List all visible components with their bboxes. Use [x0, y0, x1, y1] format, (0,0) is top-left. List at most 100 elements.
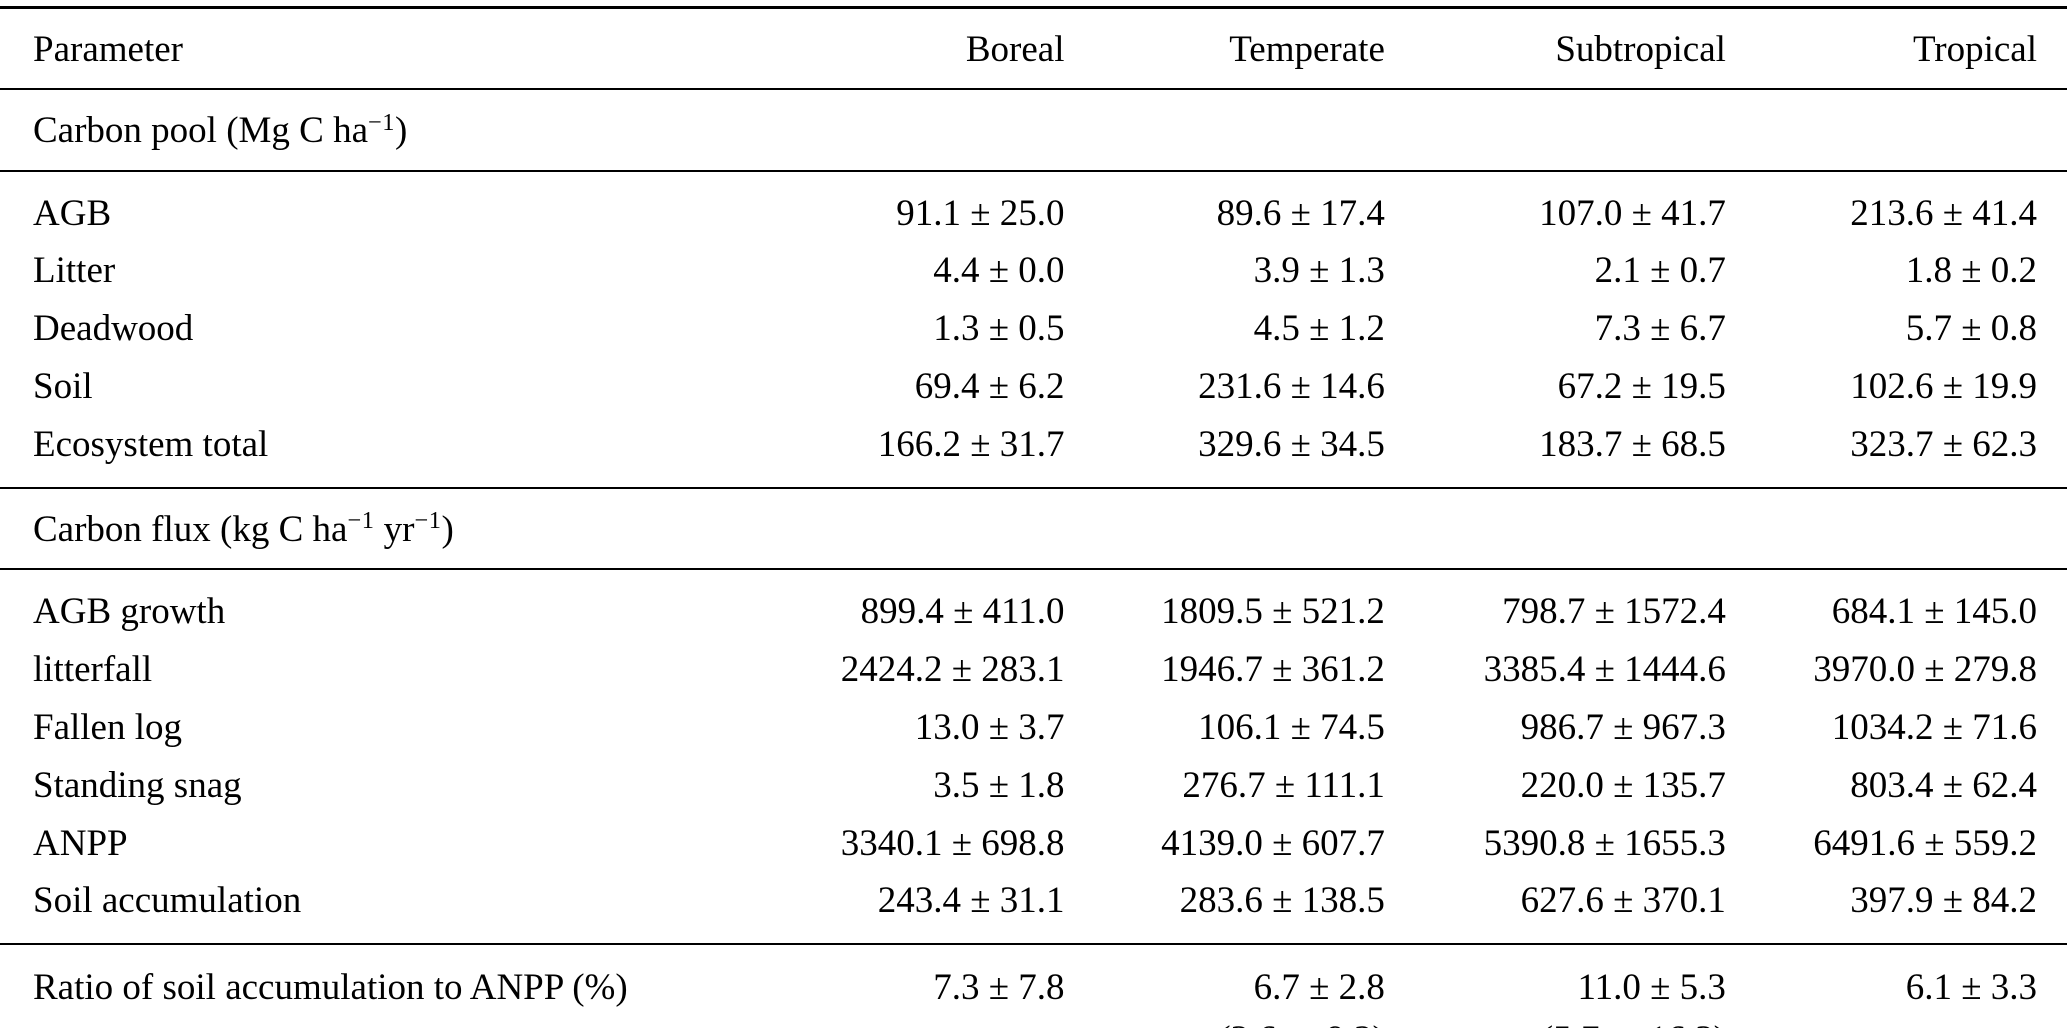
- value-text: 5390.8 ± 1655.3: [1483, 822, 1726, 864]
- section-title: Carbon pool (Mg C ha−1): [0, 87, 2067, 172]
- value-cell: 106.1 ± 74.5: [1065, 699, 1385, 757]
- section-title-text: Carbon flux (kg C ha: [33, 508, 348, 550]
- value-text: 102.6 ± 19.9: [1850, 365, 2037, 407]
- value-text: 986.7 ± 967.3: [1520, 706, 1726, 748]
- value-text: 323.7 ± 62.3: [1850, 423, 2037, 465]
- value-cell: 684.1 ± 145.0: [1726, 569, 2067, 641]
- value-text: 1034.2 ± 71.6: [1831, 706, 2037, 748]
- value-cell: 213.6 ± 41.4: [1726, 171, 2067, 243]
- value-text: 4.5 ± 1.2: [1253, 308, 1385, 350]
- value-cell: 166.2 ± 31.7: [744, 416, 1065, 488]
- table-row: Litter 4.4 ± 0.0 3.9 ± 1.3 2.1 ± 0.7 1.8 ± 0…: [0, 242, 2067, 300]
- value-text: 89.6 ± 17.4: [1216, 192, 1385, 234]
- value-cell: 13.0 ± 3.7: [744, 699, 1065, 757]
- value-text: 183.7 ± 68.5: [1539, 423, 1726, 465]
- value-text: 91.1 ± 25.0: [896, 192, 1065, 234]
- value-text: 397.9 ± 84.2: [1850, 880, 2037, 922]
- value-text: 231.6 ± 14.6: [1198, 365, 1385, 407]
- table-row: litterfall 2424.2 ± 283.1 1946.7 ± 361.2 33…: [0, 641, 2067, 699]
- value-cell: 5.7 ± 0.8: [1726, 300, 2067, 358]
- table-row: AGB 91.1 ± 25.0 89.6 ± 17.4 107.0 ± 41.7 213…: [0, 171, 2067, 243]
- section-title-text: Carbon pool (Mg C ha: [33, 109, 369, 151]
- value-text: 283.6 ± 138.5: [1179, 880, 1385, 922]
- parameter-cell: AGB: [33, 192, 112, 234]
- value-cell: 231.6 ± 14.6: [1065, 358, 1385, 416]
- value-cell: 69.4 ± 6.2: [744, 358, 1065, 416]
- value-text: 13.0 ± 3.7: [914, 706, 1065, 748]
- table-row: Soil accumulation 243.4 ± 31.1 283.6 ± 138…: [0, 872, 2067, 944]
- value-text: 2.1 ± 0.7: [1594, 250, 1726, 292]
- value-cell: 3340.1 ± 698.8: [744, 815, 1065, 873]
- value-cell: 91.1 ± 25.0: [744, 171, 1064, 243]
- value-text: 899.4 ± 411.0: [860, 591, 1065, 633]
- value-text: 166.2 ± 31.7: [877, 423, 1065, 465]
- value-text: 7.3 ± 6.7: [1594, 308, 1726, 350]
- superscript-text: −1: [414, 507, 442, 535]
- value-cell: 5390.8 ± 1655.3: [1385, 815, 1726, 873]
- value-cell: 397.9 ± 84.2: [1726, 872, 2067, 944]
- parameter-cell: Fallen log: [33, 706, 183, 748]
- value-cell: 803.4 ± 62.4: [1726, 757, 2067, 815]
- value-text: 1946.7 ± 361.2: [1161, 649, 1385, 691]
- value-text: 11.0 ± 5.3: [1577, 967, 1726, 1009]
- value-text: 4139.0 ± 607.7: [1161, 822, 1385, 864]
- value-text: 69.4 ± 6.2: [914, 365, 1065, 407]
- value-cell: 220.0 ± 135.7: [1385, 757, 1726, 815]
- table-body: Carbon pool (Mg C ha−1) AGB 91.1 ± 25.0 89.…: [0, 87, 2067, 1028]
- table-row: AGB growth 899.4 ± 411.0 1809.5 ± 521.2 798…: [0, 569, 2067, 641]
- superscript-text: −1: [368, 108, 395, 136]
- value-text: 684.1 ± 145.0: [1831, 591, 2037, 633]
- value-text: (5.7 ∼ 16.3): [1385, 1014, 1726, 1028]
- parameter-cell: ANPP: [33, 822, 128, 864]
- value-cell: 6491.6 ± 559.2: [1726, 815, 2067, 873]
- value-text: 276.7 ± 111.1: [1182, 764, 1385, 806]
- table-row: Ratio of soil accumulation to ANPP (%) 7.…: [0, 943, 2067, 1028]
- value-cell: 89.6 ± 17.4: [1065, 171, 1385, 243]
- value-cell: 323.7 ± 62.3: [1726, 416, 2067, 488]
- value-cell: 3.5 ± 1.8: [744, 757, 1064, 815]
- table-row: Deadwood 1.3 ± 0.5 4.5 ± 1.2 7.3 ± 6.7 5.7 ±…: [0, 300, 2067, 358]
- value-text: 106.1 ± 74.5: [1198, 706, 1385, 748]
- value-cell: 1809.5 ± 521.2: [1065, 569, 1385, 641]
- parameter-cell: Deadwood: [33, 308, 194, 350]
- value-text: 220.0 ± 135.7: [1520, 764, 1726, 806]
- value-cell: 798.7 ± 1572.4: [1385, 569, 1726, 641]
- value-cell: 243.4 ± 31.1: [744, 872, 1065, 944]
- section-title-row: Carbon pool (Mg C ha−1): [0, 87, 2067, 172]
- value-cell: 6.1 ± 3.3: [1725, 943, 2067, 1028]
- value-cell: 2424.2 ± 283.1: [744, 641, 1065, 699]
- parameter-cell: litterfall: [33, 649, 153, 691]
- superscript-text: −1: [347, 507, 375, 535]
- value-cell: 276.7 ± 111.1: [1065, 757, 1385, 815]
- value-text: 213.6 ± 41.4: [1850, 192, 2037, 234]
- value-cell: 7.3 ± 7.8: [744, 943, 1065, 1028]
- carbon-parameters-table: Parameter Boreal Temperate Subtropical Tropi…: [0, 6, 2067, 1028]
- section-title-text: ): [441, 508, 454, 550]
- section-title: Carbon flux (kg C ha−1 yr−1): [0, 486, 2067, 571]
- value-text: 6.7 ± 2.8: [1253, 967, 1385, 1009]
- parameter-cell: Soil accumulation: [33, 880, 302, 922]
- value-cell: 67.2 ± 19.5: [1385, 358, 1726, 416]
- value-cell: 107.0 ± 41.7: [1385, 171, 1726, 243]
- parameter-cell: Ecosystem total: [33, 423, 269, 465]
- value-cell: 7.3 ± 6.7: [1385, 300, 1726, 358]
- table-row: Ecosystem total 166.2 ± 31.7 329.6 ± 34.5 1…: [0, 416, 2067, 488]
- value-text: 1809.5 ± 521.2: [1161, 591, 1385, 633]
- value-text: 1.8 ± 0.2: [1905, 250, 2037, 292]
- section-title-text: yr: [374, 508, 415, 550]
- value-cell: 627.6 ± 370.1: [1385, 872, 1726, 944]
- value-cell: 1.3 ± 0.5: [744, 300, 1064, 358]
- value-text: 803.4 ± 62.4: [1850, 764, 2037, 806]
- column-header-parameter: Parameter: [33, 29, 183, 70]
- value-text: 627.6 ± 370.1: [1520, 880, 1726, 922]
- value-text: (3.6 ∼ 9.2): [1065, 1014, 1385, 1028]
- value-cell: 283.6 ± 138.5: [1065, 872, 1385, 944]
- table-header-row: Parameter Boreal Temperate Subtropical Tropi…: [0, 8, 2067, 89]
- parameter-cell: Soil: [33, 365, 93, 407]
- value-text: 3.5 ± 1.8: [933, 764, 1065, 806]
- value-text: 3.9 ± 1.3: [1253, 250, 1385, 292]
- table-row: Standing snag 3.5 ± 1.8 276.7 ± 111.1 220.0…: [0, 757, 2067, 815]
- value-cell: 11.0 ± 5.3 (5.7 ∼ 16.3): [1384, 943, 1726, 1028]
- section-title-text: ): [395, 109, 408, 151]
